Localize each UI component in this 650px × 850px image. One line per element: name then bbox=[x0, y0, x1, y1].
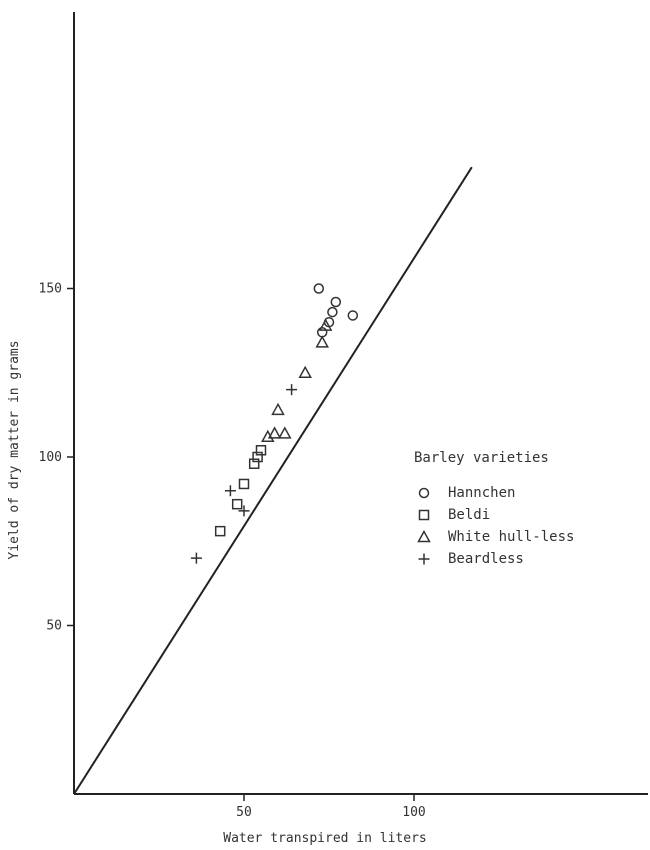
y-axis-label: Yield of dry matter in grams bbox=[7, 340, 22, 559]
data-point-plus bbox=[238, 505, 250, 517]
data-point-triangle bbox=[278, 426, 292, 439]
legend-entry: Hannchen bbox=[448, 485, 515, 501]
legend-entry: White hull-less bbox=[448, 529, 574, 545]
data-point-square bbox=[238, 478, 250, 490]
legend: Barley varieties Hannchen Beldi White hull… bbox=[414, 450, 574, 567]
legend-marker-square bbox=[418, 509, 430, 521]
data-point-triangle bbox=[298, 365, 312, 378]
legend-marker-triangle bbox=[417, 529, 431, 543]
legend-entry: Beardless bbox=[448, 551, 524, 567]
data-point-triangle bbox=[267, 426, 282, 439]
data-point-triangle bbox=[318, 318, 333, 331]
data-point-plus bbox=[224, 485, 236, 497]
y-tick-label: 50 bbox=[46, 619, 62, 634]
fit-line-group bbox=[73, 166, 473, 795]
ticks: 50 100 50 100 150 bbox=[39, 282, 426, 821]
y-tick-label: 150 bbox=[39, 282, 62, 297]
data-point-square bbox=[214, 525, 226, 537]
data-point-circle bbox=[313, 283, 325, 294]
data-point-circle bbox=[347, 310, 359, 321]
data-point-square bbox=[255, 445, 267, 456]
data-point-plus bbox=[190, 552, 202, 564]
data-point-triangle bbox=[271, 402, 285, 416]
y-tick-label: 100 bbox=[39, 450, 62, 465]
data-points bbox=[190, 283, 359, 564]
fit-line bbox=[73, 166, 473, 795]
legend-marker-plus bbox=[418, 553, 430, 565]
legend-entry: Beldi bbox=[448, 507, 490, 523]
x-tick-label: 50 bbox=[236, 805, 252, 820]
legend-marker-circle bbox=[418, 487, 430, 499]
x-tick-label: 100 bbox=[402, 805, 425, 820]
data-point-plus bbox=[286, 384, 298, 396]
data-point-square bbox=[252, 451, 263, 463]
data-point-square bbox=[231, 498, 243, 510]
data-point-square bbox=[248, 458, 260, 469]
data-point-circle bbox=[330, 296, 342, 308]
data-point-triangle bbox=[315, 335, 329, 348]
axes bbox=[73, 12, 648, 795]
x-axis-label: Water transpired in liters bbox=[223, 831, 427, 846]
legend-title: Barley varieties bbox=[414, 450, 549, 466]
data-point-circle bbox=[327, 306, 338, 318]
